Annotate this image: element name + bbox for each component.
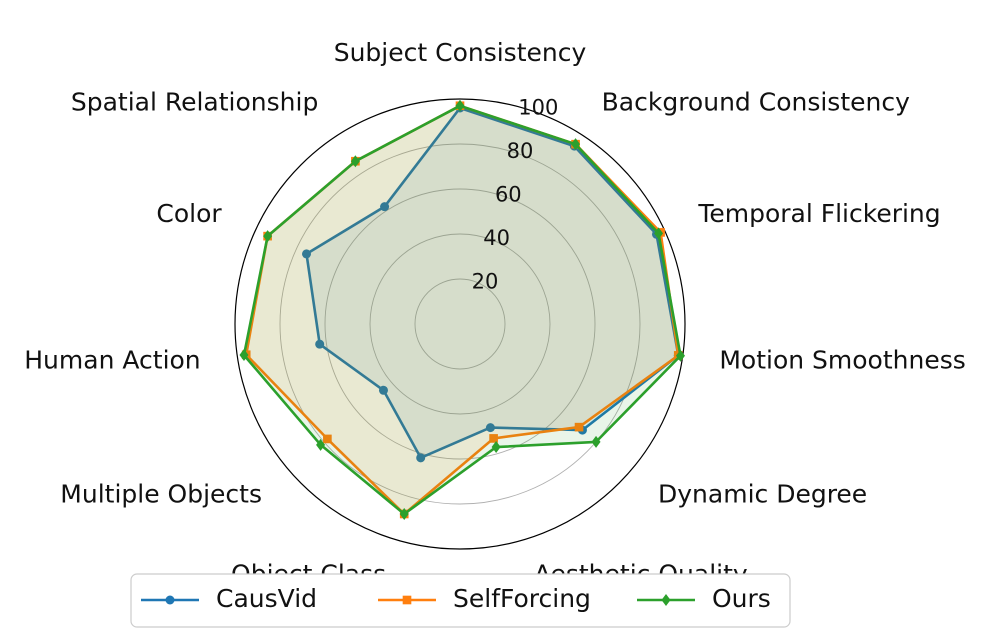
data-point-ours-spatial-relationship [350, 155, 360, 168]
series-fill-causvid [306, 108, 679, 458]
legend-item-causvid: CausVid [141, 584, 317, 613]
axis-label-subject-consistency: Subject Consistency [334, 38, 587, 67]
data-point-ours-multiple-objects [316, 438, 326, 451]
series-fill-selfforcing [246, 105, 679, 515]
axis-label-dynamic-degree: Dynamic Degree [658, 480, 867, 509]
data-point-ours-color [263, 230, 273, 243]
data-point-ours-aesthetic-quality [491, 441, 501, 454]
legend-label-causvid: CausVid [216, 584, 317, 613]
legend-marker-selfforcing [402, 595, 412, 605]
series-fill-ours [244, 105, 681, 515]
grid-circle-40 [369, 233, 551, 415]
axis-label-spatial-relationship: Spatial Relationship [71, 88, 319, 117]
data-point-causvid-object-class [416, 453, 426, 463]
grid-circle-20 [414, 278, 506, 370]
data-point-causvid-color [301, 249, 311, 259]
legend-marker-ours [661, 594, 671, 606]
radial-tick-labels: 20 40 60 80 100 [472, 96, 559, 294]
series-ours [239, 99, 685, 520]
axis-label-temporal-flickering: Temporal Flickering [697, 199, 940, 228]
data-point-selfforcing-aesthetic-quality [489, 434, 498, 443]
grid-circle-80 [279, 143, 641, 505]
tick-label-40: 40 [483, 226, 510, 250]
series-line-ours [242, 104, 682, 516]
series-line-causvid [305, 106, 680, 460]
data-point-ours-subject-consistency [455, 99, 465, 112]
axis-label-motion-smoothness: Motion Smoothness [719, 345, 965, 374]
data-point-causvid-spatial-relationship [380, 202, 390, 212]
data-point-selfforcing-dynamic-degree [574, 422, 584, 432]
legend-item-ours: Ours [637, 584, 771, 613]
data-point-causvid-aesthetic-quality [485, 423, 495, 433]
legend-items: CausVid SelfForcing Ours [141, 584, 771, 613]
tick-label-100: 100 [518, 96, 558, 120]
data-point-causvid-human-action [315, 339, 325, 349]
legend-frame [130, 573, 791, 628]
legend-item-selfforcing: SelfForcing [378, 584, 591, 613]
axis-label-human-action: Human Action [24, 345, 200, 374]
tick-label-80: 80 [507, 139, 534, 163]
grid-layer [234, 98, 686, 550]
axis-label-color: Color [156, 199, 222, 228]
data-point-ours-dynamic-degree [591, 435, 601, 448]
tick-label-20: 20 [472, 270, 499, 294]
data-point-ours-human-action [239, 349, 249, 362]
series-layer [239, 99, 685, 520]
legend-marker-causvid [165, 595, 175, 605]
data-point-ours-temporal-flickering [654, 227, 664, 240]
data-point-ours-motion-smoothness [675, 349, 685, 362]
legend-label-ours: Ours [712, 584, 771, 613]
axis-label-background-consistency: Background Consistency [602, 88, 910, 117]
data-point-selfforcing-multiple-objects [323, 434, 332, 444]
grid-circle-60 [324, 188, 596, 460]
legend-label-selfforcing: SelfForcing [453, 584, 591, 613]
data-point-ours-background-consistency [571, 138, 581, 151]
data-point-ours-object-class [399, 507, 409, 520]
data-point-causvid-multiple-objects [378, 385, 388, 395]
axis-label-multiple-objects: Multiple Objects [60, 480, 262, 509]
legend: CausVid SelfForcing Ours [130, 573, 791, 628]
tick-label-60: 60 [495, 183, 522, 207]
grid-circle-100 [234, 98, 686, 550]
